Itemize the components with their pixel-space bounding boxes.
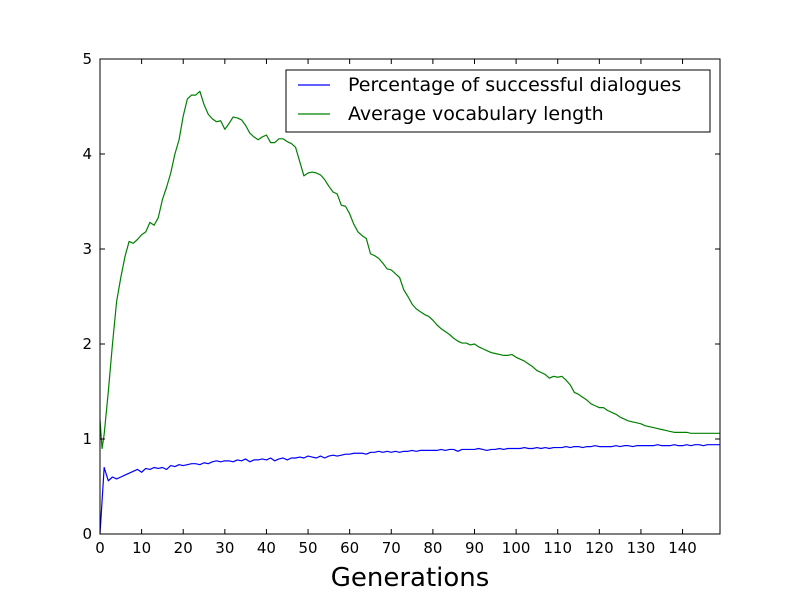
x-tick-label: 10 (132, 539, 151, 557)
tick-layer: 0 10 20 30 40 50 60 70 80 90 100 110 120 130 140 0 1 2 3 4 5 (82, 50, 720, 557)
legend: Percentage of successful dialogues Avera… (285, 69, 711, 133)
x-tick-label: 100 (502, 539, 531, 557)
x-tick-label: 40 (257, 539, 276, 557)
legend-box (285, 69, 711, 133)
x-tick-label: 60 (340, 539, 359, 557)
series-line-0 (99, 444, 720, 535)
y-tick-label: 0 (82, 525, 92, 543)
legend-label-successful-dialogues: Percentage of successful dialogues (348, 74, 681, 96)
x-tick-label: 30 (215, 539, 234, 557)
x-axis-label: Generations (331, 563, 490, 593)
plot-frame (99, 58, 721, 535)
x-tick-label: 110 (543, 539, 572, 557)
x-tick-label: 20 (174, 539, 193, 557)
x-tick-label: 50 (299, 539, 318, 557)
plot-background (100, 59, 720, 534)
series-layer (99, 90, 720, 535)
legend-label-vocabulary-length: Average vocabulary length (348, 103, 604, 125)
x-tick-label: 140 (668, 539, 697, 557)
x-tick-label: 70 (382, 539, 401, 557)
y-tick-label: 3 (82, 240, 92, 258)
series-line-1 (99, 90, 720, 450)
y-tick-label: 4 (82, 145, 92, 163)
y-tick-label: 5 (82, 50, 92, 68)
y-tick-label: 2 (82, 335, 92, 353)
x-tick-label: 0 (95, 539, 105, 557)
y-tick-label: 1 (82, 430, 92, 448)
x-tick-label: 130 (627, 539, 656, 557)
x-tick-label: 90 (465, 539, 484, 557)
x-tick-label: 120 (585, 539, 614, 557)
x-tick-label: 80 (423, 539, 442, 557)
